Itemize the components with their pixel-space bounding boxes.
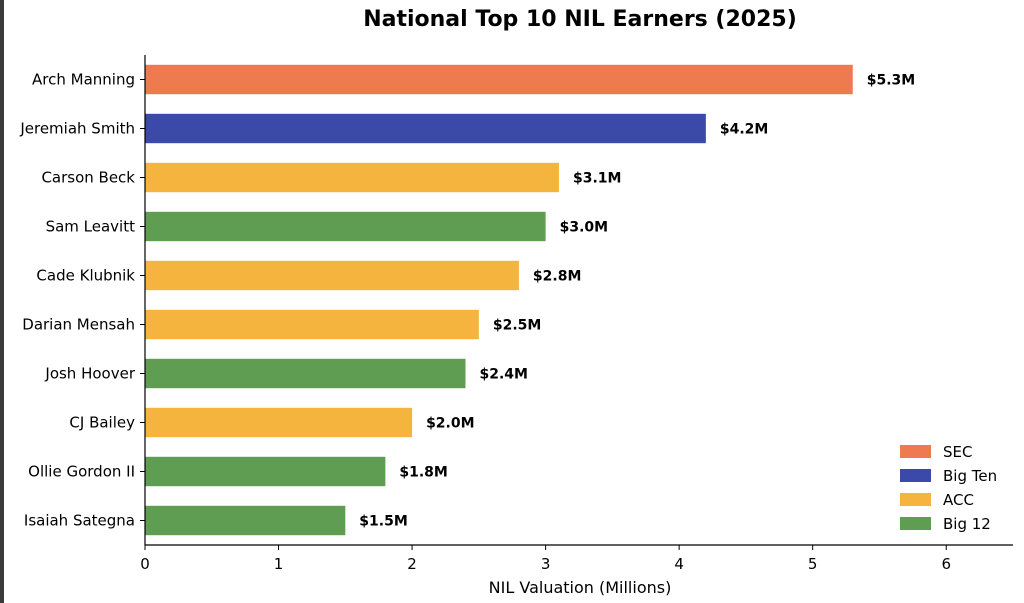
chart-title: National Top 10 NIL Earners (2025): [363, 7, 797, 32]
x-tick-label: 1: [274, 555, 284, 573]
x-tick-label: 6: [941, 555, 951, 573]
value-label: $3.1M: [573, 171, 621, 187]
x-axis-label: NIL Valuation (Millions): [489, 578, 672, 597]
legend-swatch: [900, 469, 931, 482]
value-label: $5.3M: [867, 73, 915, 89]
x-tick-label: 3: [541, 555, 551, 573]
legend-swatch: [900, 493, 931, 506]
bars-group: $5.3M Arch Manning $4.2M Jeremiah Smith $3.1…: [19, 64, 915, 536]
category-label: Ollie Gordon II: [28, 463, 135, 481]
legend-label: Big Ten: [943, 467, 997, 485]
bar: [145, 162, 559, 193]
value-label: $4.2M: [720, 122, 768, 138]
category-label: Arch Manning: [32, 71, 135, 89]
category-label: CJ Bailey: [69, 414, 135, 432]
value-label: $2.0M: [426, 416, 474, 432]
legend-label: SEC: [943, 443, 972, 461]
value-label: $2.5M: [493, 318, 541, 334]
category-label: Carson Beck: [41, 169, 135, 187]
bar: [145, 309, 479, 340]
value-label: $1.5M: [359, 514, 407, 530]
window-edge: [0, 0, 4, 603]
category-label: Jeremiah Smith: [19, 120, 135, 138]
legend-swatch: [900, 445, 931, 458]
category-label: Cade Klubnik: [36, 267, 135, 285]
category-label: Isaiah Sategna: [24, 512, 135, 530]
bar: [145, 260, 519, 291]
category-label: Sam Leavitt: [46, 218, 136, 236]
bar: [145, 64, 853, 95]
legend-label: Big 12: [943, 515, 991, 533]
bar: [145, 505, 346, 536]
bar: [145, 211, 546, 242]
x-tick-label: 5: [808, 555, 818, 573]
value-label: $2.4M: [479, 367, 527, 383]
x-tick-label: 0: [140, 555, 150, 573]
legend: SEC Big Ten ACC Big 12: [900, 443, 997, 533]
bar: [145, 407, 413, 438]
bar: [145, 113, 706, 144]
legend-swatch: [900, 517, 931, 530]
category-label: Darian Mensah: [22, 316, 135, 334]
value-label: $1.8M: [399, 465, 447, 481]
legend-label: ACC: [943, 491, 974, 509]
bar: [145, 358, 466, 389]
axes-group: 0 1 2 3 4 5 6: [140, 55, 1013, 573]
bar: [145, 456, 386, 487]
x-tick-label: 4: [674, 555, 684, 573]
value-label: $2.8M: [533, 269, 581, 285]
category-label: Josh Hoover: [44, 365, 135, 383]
x-tick-label: 2: [407, 555, 417, 573]
value-label: $3.0M: [560, 220, 608, 236]
